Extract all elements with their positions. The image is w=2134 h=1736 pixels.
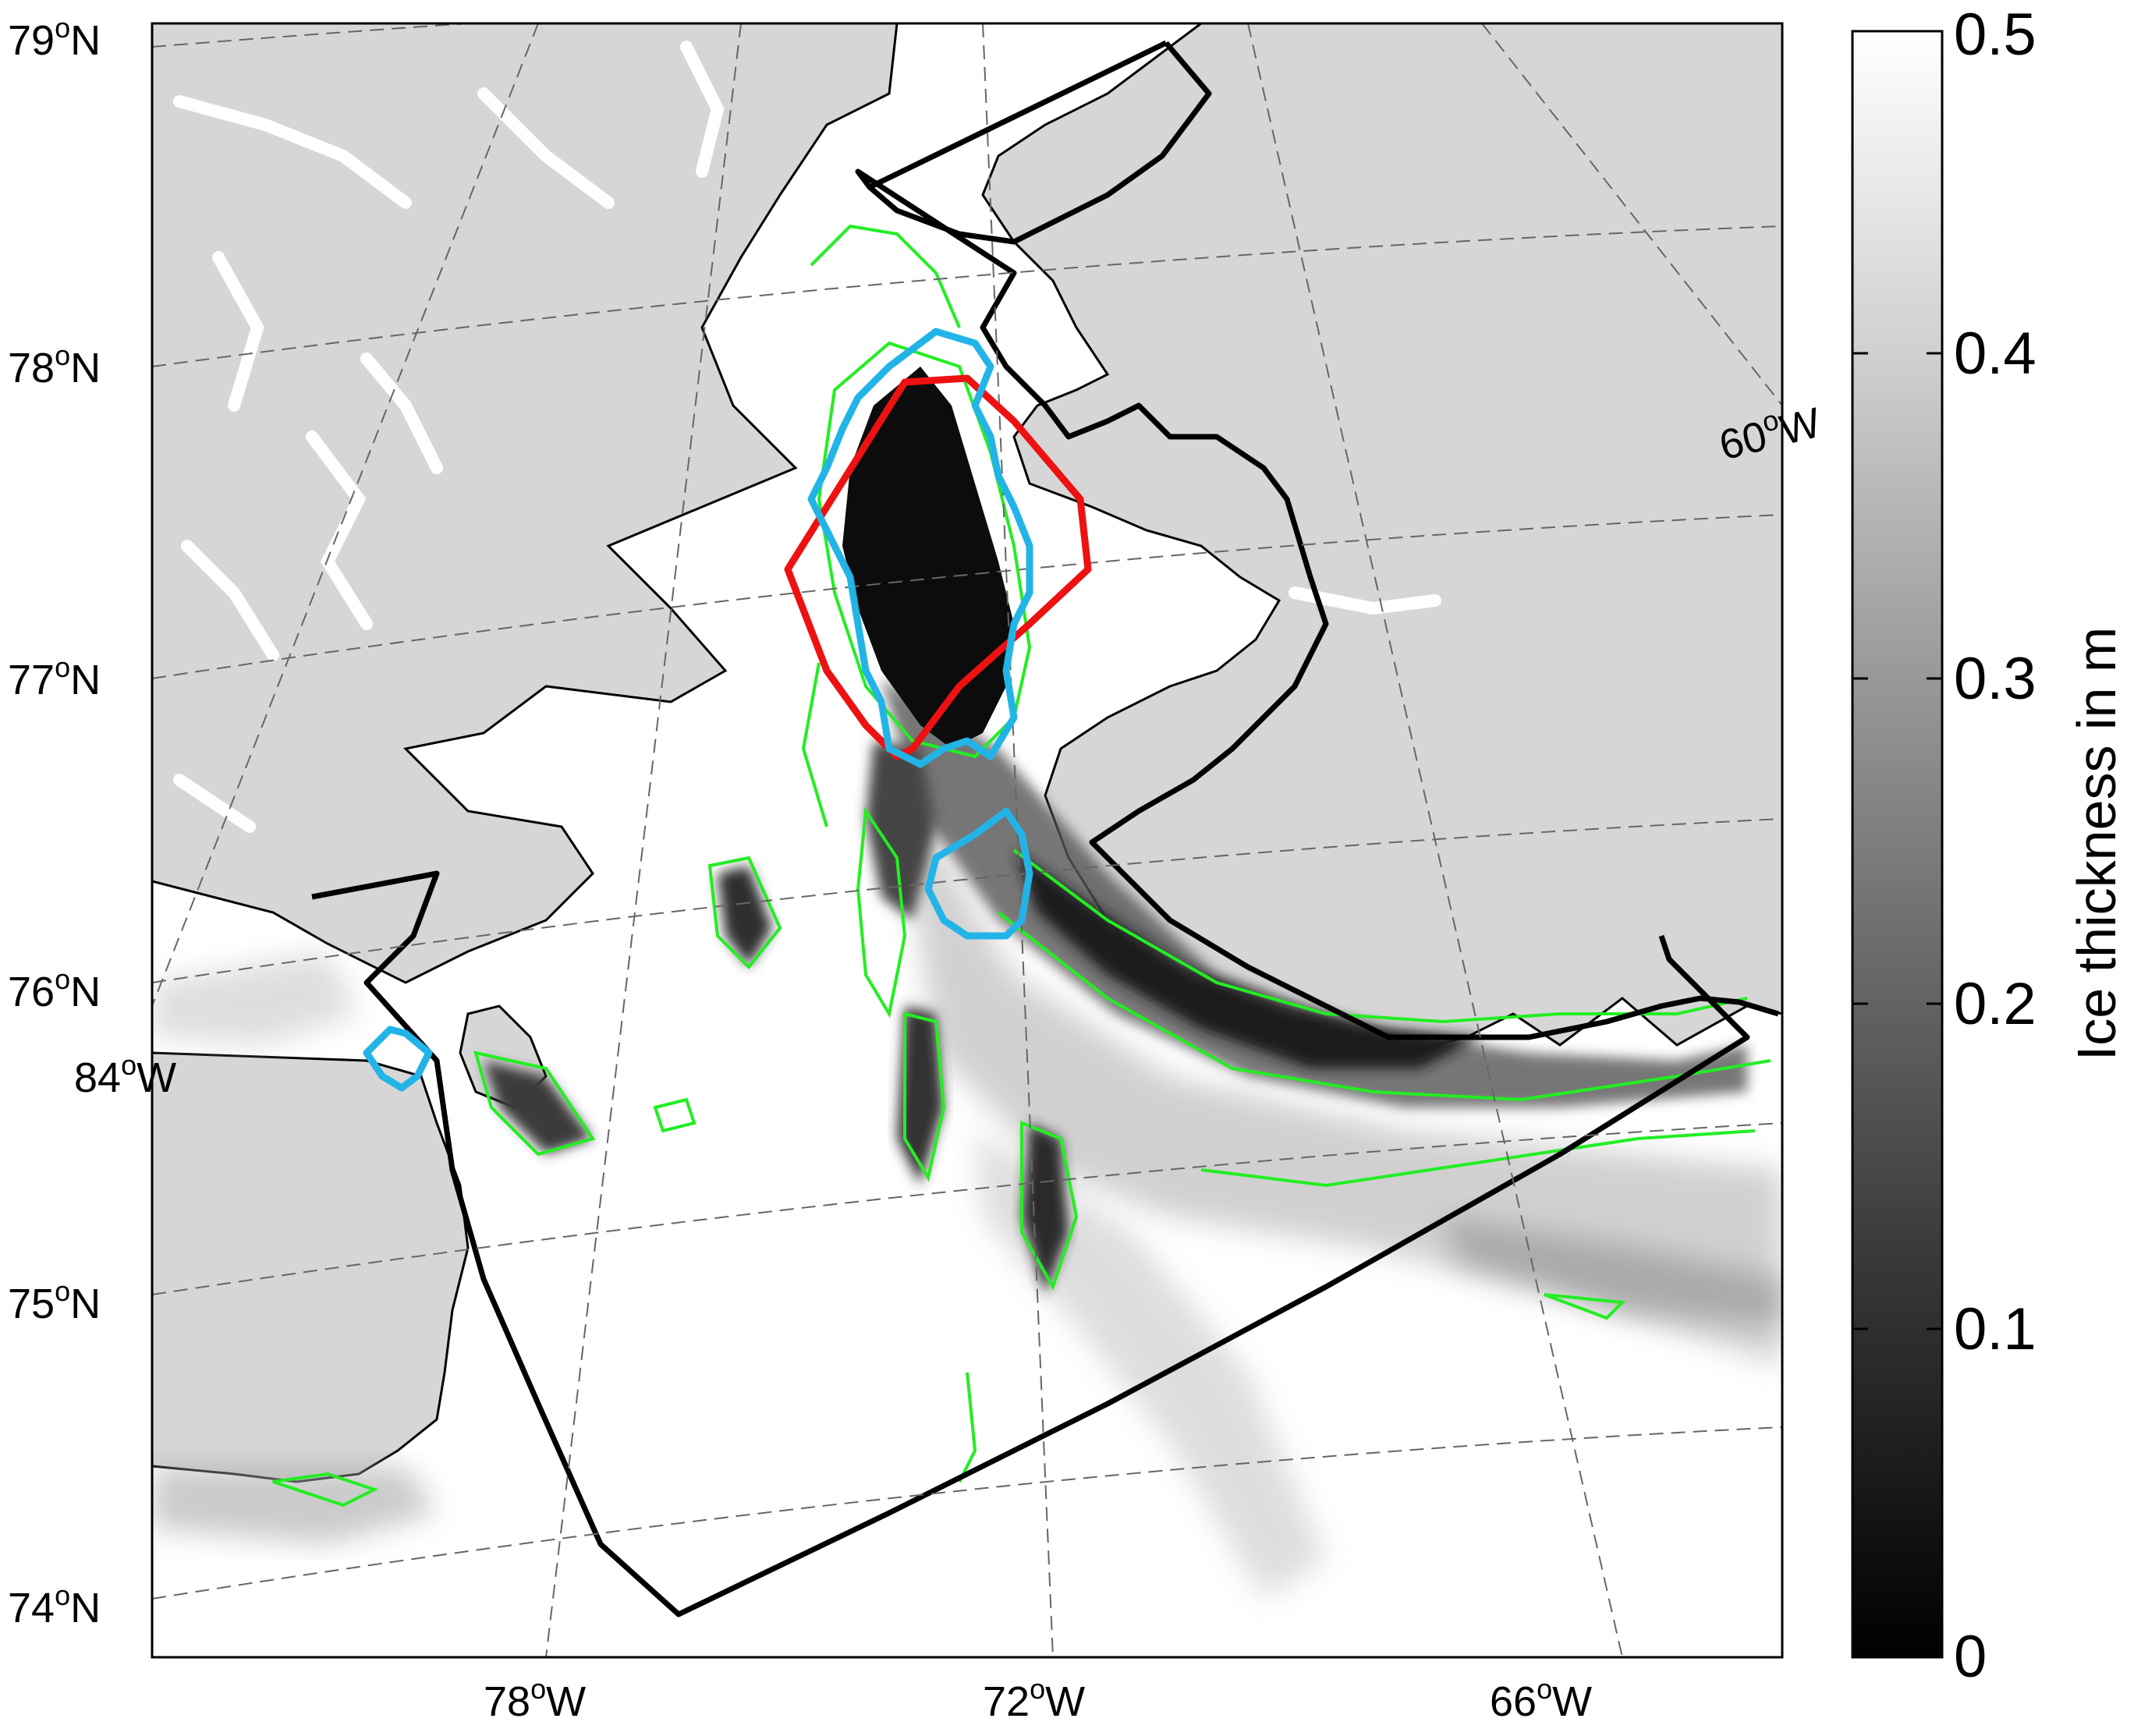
parallel-77n xyxy=(152,514,1782,679)
graticule xyxy=(152,23,1782,1657)
parallel-79n xyxy=(152,23,480,48)
colorbar-tick-labels: 0 0.1 0.2 0.3 0.4 0.5 xyxy=(1954,2,2037,1690)
colorbar-tick-0.1: 0.1 xyxy=(1954,1296,2037,1362)
sea-ice-field xyxy=(152,367,1782,1599)
lat-label-74n: 74oN xyxy=(8,1579,101,1631)
meridian-84w xyxy=(152,23,539,1007)
land-greenland xyxy=(981,23,1782,1054)
ice-polynya-dark xyxy=(842,367,1014,749)
colorbar-tick-0.5: 0.5 xyxy=(1954,2,2037,68)
lat-label-79n: 79oN xyxy=(8,12,101,64)
latitude-labels: 79oN 78oN 77oN 76oN 75oN 74oN xyxy=(8,12,101,1631)
parallel-78n xyxy=(152,225,1782,367)
colorbar-tick-0.2: 0.2 xyxy=(1954,971,2037,1037)
ice-streak-1 xyxy=(866,741,936,920)
lon-label-84w: 84oW xyxy=(74,1049,176,1101)
parallel-76n xyxy=(152,818,1782,983)
blue-polygon-north xyxy=(807,328,1033,768)
colorbar-tick-0.4: 0.4 xyxy=(1954,321,2037,387)
lon-label-78w: 78oW xyxy=(484,1673,586,1725)
ice-dark-coastal xyxy=(1014,850,1482,1068)
colorbar-ticks xyxy=(1852,352,1942,1330)
lat-label-77n: 77oN xyxy=(8,651,101,703)
longitude-labels: 78oW 72oW 66oW 84oW 60oW xyxy=(74,399,1825,1725)
colorbar: 0 0.1 0.2 0.3 0.4 0.5 Ice thickness in m xyxy=(1851,2,2127,1690)
blue-polygon-west xyxy=(363,1026,433,1092)
lat-label-75n: 75oN xyxy=(8,1275,101,1327)
model-domain-outline xyxy=(855,41,1780,1040)
model-domain-boundary xyxy=(868,40,1168,190)
map-panel xyxy=(152,23,1782,1657)
model-domain-south xyxy=(311,870,1750,1617)
lon-label-72w: 72oW xyxy=(983,1673,1085,1725)
ice-thin-southeast xyxy=(897,780,1782,1365)
lat-label-78n: 78oN xyxy=(8,339,101,391)
meridian-78w xyxy=(545,23,742,1657)
land-masses xyxy=(152,23,1782,1483)
fjords xyxy=(173,41,1441,833)
map-frame xyxy=(151,22,1784,1659)
ice-streak-5 xyxy=(718,866,772,967)
colorbar-gradient xyxy=(1851,30,1944,1659)
meridian-66w xyxy=(1247,23,1623,1657)
colorbar-label: Ice thickness in m xyxy=(2066,627,2127,1061)
ice-streak-2 xyxy=(897,1006,944,1185)
colorbar-tick-0.3: 0.3 xyxy=(1954,646,2037,712)
meridian-72w xyxy=(982,23,1054,1657)
parallel-74n xyxy=(152,1426,1782,1600)
lat-label-76n: 76oN xyxy=(8,963,101,1015)
blue-polygon-middle xyxy=(924,807,1033,940)
parallel-75n xyxy=(152,1122,1782,1295)
colorbar-tick-0: 0 xyxy=(1954,1624,1987,1690)
lon-label-66w: 66oW xyxy=(1490,1673,1592,1725)
ice-streak-4 xyxy=(484,1061,593,1154)
red-polygon xyxy=(784,374,1092,760)
meridian-60w xyxy=(1481,23,1782,406)
land-southwest xyxy=(152,1051,470,1483)
land-northwest xyxy=(152,23,899,984)
